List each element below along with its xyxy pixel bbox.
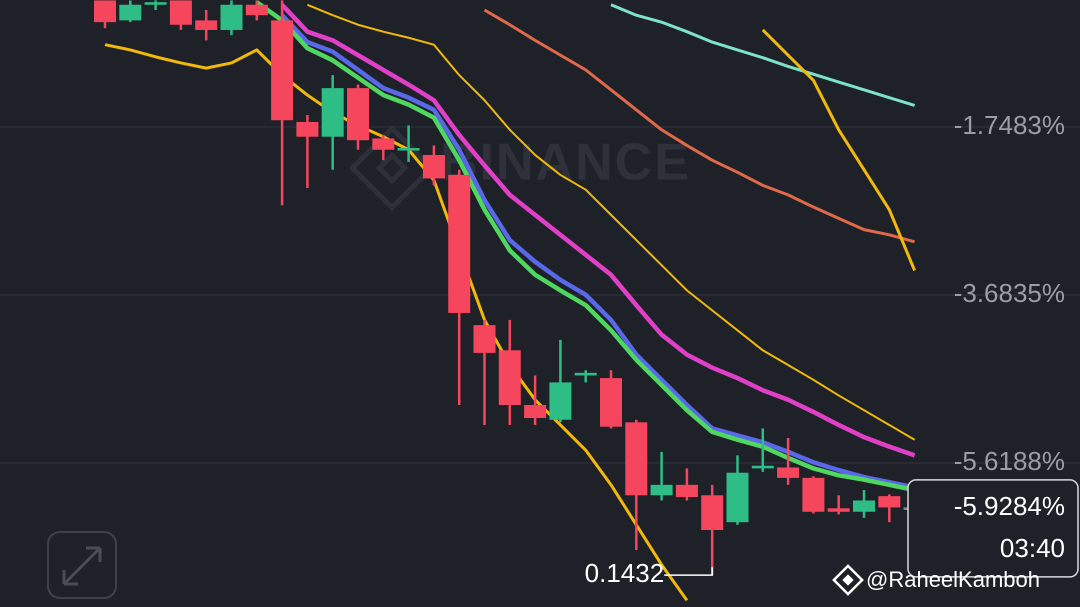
credit: @RaheelKamboh (866, 567, 1040, 592)
overlay: 0.1432 -5.9284% 03:40 (585, 479, 1079, 588)
candle-body (600, 378, 622, 427)
y-axis: -1.7483% -3.6835% -5.6188% (954, 110, 1065, 476)
candle-body (878, 496, 901, 508)
last-price-label: -5.9284% (954, 491, 1065, 521)
indicator-line (104, 43, 689, 602)
y-tick-label: -5.6188% (954, 446, 1065, 476)
candle-body (195, 20, 218, 30)
indicator-line (761, 28, 916, 272)
expand-icon (62, 546, 102, 586)
candle-body (701, 495, 724, 530)
candle-body (296, 121, 319, 137)
candle-body (245, 4, 268, 16)
candle-body (372, 138, 395, 150)
candle-body (802, 477, 825, 512)
candle-body (777, 467, 800, 478)
indicator-line (483, 8, 915, 244)
candle-body (853, 500, 875, 512)
candle-body (397, 148, 420, 151)
candle-body (321, 88, 344, 137)
candle-body (94, 0, 116, 23)
candle-body (347, 88, 369, 141)
y-tick-label: -1.7483% (954, 110, 1065, 140)
candle-body (625, 422, 648, 496)
indicator-line (280, 3, 916, 458)
candle-body (675, 484, 698, 498)
candle-body (144, 2, 167, 5)
low-leader (664, 567, 713, 576)
grid (0, 126, 1080, 464)
indicator-line (610, 3, 916, 107)
last-price-box (907, 479, 1079, 578)
indicator-line (280, 13, 916, 490)
candle-body (473, 325, 496, 353)
expand-frame[interactable] (47, 531, 117, 599)
y-tick-label: -3.6835% (954, 278, 1065, 308)
candle-body (726, 472, 749, 523)
candle-body (271, 20, 294, 121)
candles (94, 0, 926, 576)
expand-button[interactable] (47, 531, 117, 599)
indicator-lines (104, 0, 916, 602)
candle-body (498, 350, 521, 405)
candle-body (574, 372, 597, 376)
candle-body (169, 0, 192, 25)
indicator-line (255, 0, 916, 493)
candle-body (524, 404, 547, 419)
candle-body (220, 4, 243, 30)
low-annotation: 0.1432 (585, 558, 665, 588)
candle-body (650, 484, 673, 496)
indicator-line (307, 3, 916, 441)
countdown: 03:40 (1000, 533, 1065, 563)
candle-body (448, 174, 471, 313)
candle-body (751, 465, 774, 469)
candle-body (549, 382, 572, 420)
candle-body (827, 508, 850, 512)
candle-body (119, 4, 142, 21)
candle-body (422, 154, 445, 179)
